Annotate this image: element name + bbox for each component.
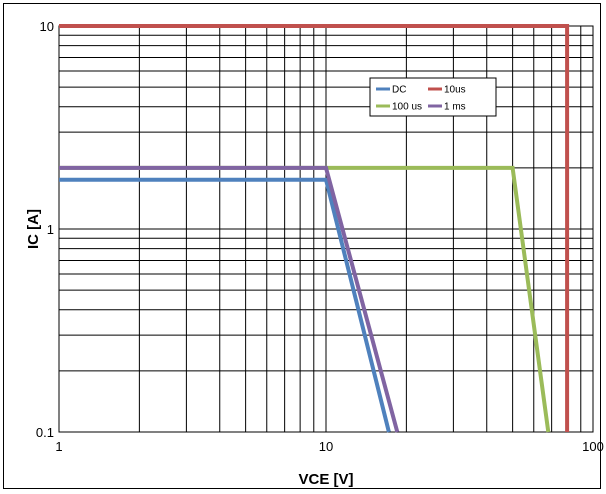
x-tick-label: 100 [582,439,604,454]
legend-label: 1 ms [444,102,466,113]
x-axis-title: VCE [V] [298,471,353,488]
x-tick-label: 1 [55,439,62,454]
grid [58,25,594,433]
legend-label: 10us [444,85,466,96]
series-line-1-ms [59,165,400,433]
series-line-10us [59,24,570,432]
y-tick-label: 1 [47,222,54,237]
legend-box [369,77,497,117]
y-axis-title: IC [A] [25,209,42,249]
legend-label: 100 us [392,102,422,113]
legend: DC 10us 100 us 1 ms [369,77,497,117]
series-lines [59,24,570,433]
x-tick-label: 10 [319,439,333,454]
y-tick-label: 10 [40,19,54,34]
legend-label: DC [392,85,406,96]
series-line-dc [59,177,391,433]
y-tick-label: 0.1 [36,425,54,440]
